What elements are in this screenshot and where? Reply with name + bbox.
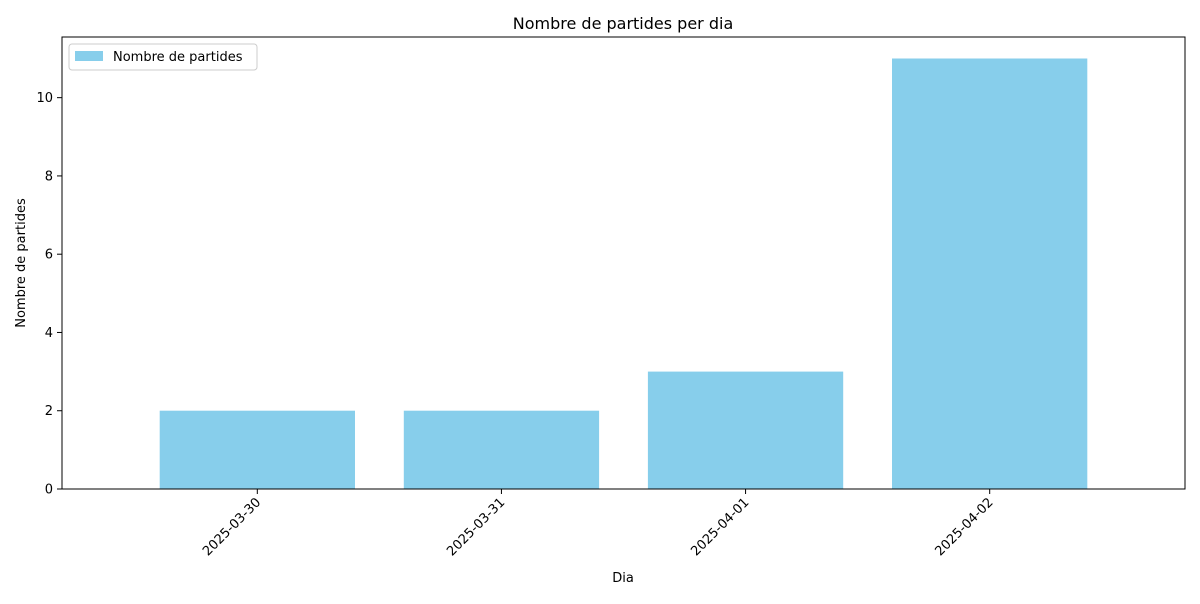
bar-2025-03-30 [159, 410, 355, 489]
legend-swatch [75, 51, 103, 61]
x-tick-label: 2025-03-30 [200, 495, 264, 559]
y-tick-label: 10 [36, 91, 53, 106]
y-tick-label: 8 [45, 169, 53, 184]
y-axis-label: Nombre de partides [14, 198, 29, 328]
y-tick-label: 0 [45, 483, 53, 498]
legend-label: Nombre de partides [113, 50, 243, 65]
legend: Nombre de partides [68, 43, 258, 71]
bars-group [159, 58, 1088, 489]
x-tick-label: 2025-04-01 [688, 495, 752, 559]
x-axis-label: Dia [612, 571, 634, 586]
plot-frame [61, 36, 1186, 490]
y-tick-label: 2 [45, 404, 53, 419]
y-tick-label: 4 [45, 326, 53, 341]
bar-2025-04-02 [892, 58, 1088, 489]
chart-title: Nombre de partides per dia [513, 14, 734, 33]
bar-2025-04-01 [647, 371, 844, 489]
x-tick-label: 2025-03-31 [444, 495, 508, 559]
bar-2025-03-31 [403, 410, 600, 489]
y-tick-label: 6 [45, 248, 53, 263]
y-axis: 0 2 4 6 8 10 [36, 91, 62, 498]
x-tick-label: 2025-04-02 [932, 495, 996, 559]
legend-box [68, 43, 258, 71]
x-axis: 2025-03-30 2025-03-31 2025-04-01 2025-04-02 [200, 489, 997, 559]
